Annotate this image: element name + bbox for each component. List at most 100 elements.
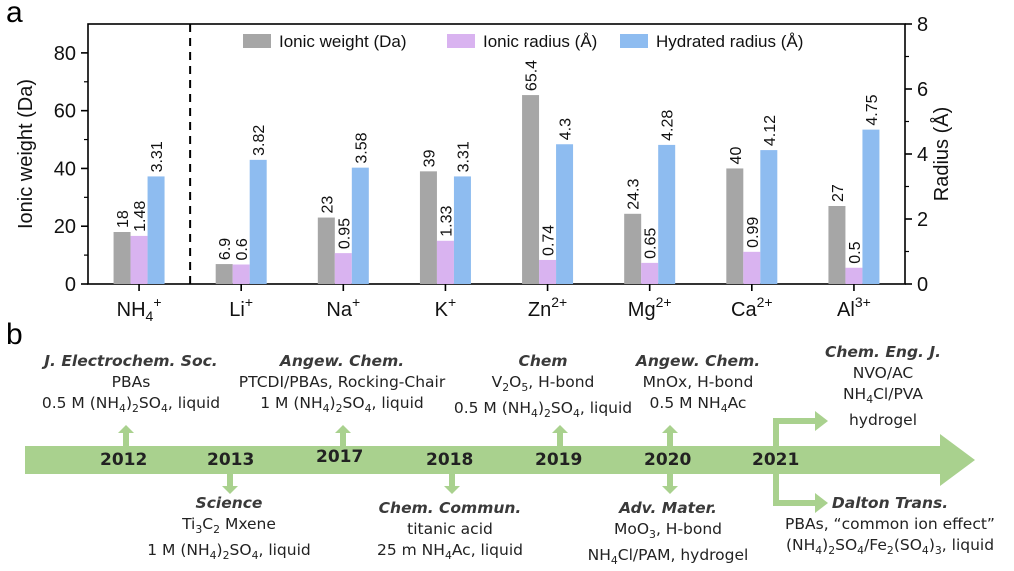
bar-hydrated-radius: [351, 167, 369, 284]
bar-value-label: 0.74: [541, 225, 558, 256]
connector-arrow: [227, 474, 233, 488]
event-line: V2O5, H-bond: [491, 373, 595, 395]
bar-value-label: 24.3: [626, 179, 643, 210]
event-journal: Chem: [518, 352, 568, 370]
panel-label-b: b: [6, 318, 23, 351]
bar-value-label: 18: [115, 210, 132, 228]
y2-tick-label: 0: [917, 274, 928, 296]
bar-ionic-radius: [539, 259, 557, 284]
bar-ionic-weight: [113, 232, 131, 284]
x-category-label: NH4+: [117, 294, 162, 324]
connector-arrow-head: [222, 486, 238, 494]
bar-value-label: 3.58: [353, 132, 370, 163]
event-line: titanic acid: [407, 520, 493, 538]
event-line: NH4Cl/PVA: [842, 385, 924, 407]
bar-value-label: 40: [728, 147, 745, 165]
bar-value-label: 3.31: [455, 141, 472, 172]
bar-value-label: 39: [421, 149, 438, 167]
connector-arrow-head: [662, 486, 678, 494]
event-2012: J. Electrochem. Soc. PBAs 0.5 M (NH4)2SO…: [0, 351, 262, 419]
bar-value-label: 4.12: [762, 115, 779, 146]
event-2020-below: Adv. Mater. MoO3, H-bond NH4Cl/PAM, hydr…: [580, 498, 756, 571]
bar-hydrated-radius: [760, 150, 778, 284]
year-label: 2017: [316, 447, 364, 467]
ion-property-bar-chart: 0 20 40 60 80 0 2 4 6 8 Ionic weight (Da) Radius (Å…: [15, 14, 953, 324]
timeline-main-arrow: [25, 434, 975, 486]
connector-arrow: [667, 431, 673, 447]
bar-value-label: 0.99: [745, 217, 762, 248]
bar-value-label: 6.9: [217, 238, 234, 260]
bar-ionic-radius: [232, 264, 250, 284]
y-tick-label: 80: [54, 43, 76, 65]
y-tick-label: 0: [65, 274, 76, 296]
year-label: 2020: [644, 450, 692, 470]
event-journal: Chem. Eng. J.: [824, 343, 941, 361]
legend-label: Hydrated radius (Å): [656, 32, 803, 51]
event-line: 0.5 M (NH4)2SO4, liquid: [41, 394, 221, 416]
event-2017: Angew. Chem. PTCDI/PBAs, Rocking-Chair 1…: [202, 351, 482, 419]
bar-hydrated-radius: [862, 129, 880, 284]
event-line: Ti3C2 Mxene: [182, 515, 276, 537]
event-line: MnOx, H-bond: [642, 373, 754, 391]
bar-hydrated-radius: [249, 159, 267, 284]
bar-ionic-radius: [334, 253, 352, 284]
event-line: PTCDI/PBAs, Rocking-Chair: [238, 373, 446, 391]
event-2013: Science Ti3C2 Mxene 1 M (NH4)2SO4, liqui…: [118, 493, 340, 566]
connector-arrow-head: [335, 425, 351, 433]
bracket-arrow-top-head: [815, 411, 828, 431]
event-line: NVO/AC: [852, 364, 914, 382]
bar-value-label: 0.65: [643, 228, 660, 259]
connector-arrow-head: [118, 425, 134, 433]
x-category-label: Li+: [229, 294, 253, 321]
bar-hydrated-radius: [658, 144, 676, 284]
bar-hydrated-radius: [147, 176, 165, 284]
event-2021-top: Chem. Eng. J. NVO/AC NH4Cl/PVA hydrogel: [808, 342, 958, 431]
bar-value-label: 3.31: [149, 141, 166, 172]
event-line: hydrogel: [848, 411, 918, 430]
event-2020: Angew. Chem. MnOx, H-bond 0.5 M NH4Ac: [618, 351, 778, 419]
bar-value-label: 23: [319, 196, 336, 214]
bar-value-label: 4.28: [660, 110, 677, 141]
y-tick-label: 20: [54, 216, 76, 238]
bar-ionic-weight: [215, 264, 233, 284]
bar-ionic-weight: [828, 206, 846, 284]
bar-ionic-weight: [726, 168, 744, 284]
connector-arrow: [123, 431, 129, 447]
bar-ionic-radius: [130, 235, 148, 284]
bracket-arrow-bottom-head: [815, 493, 828, 513]
connector-arrow: [667, 474, 673, 488]
bracket-arrow-top: [773, 418, 817, 424]
bar-ionic-weight: [317, 217, 335, 284]
bar-value-label: 27: [830, 184, 847, 202]
connector-arrow-head: [444, 486, 460, 494]
event-journal: Adv. Mater.: [619, 499, 717, 517]
bar-hydrated-radius: [453, 176, 471, 284]
event-line: 1 M (NH4)2SO4, liquid: [147, 541, 311, 563]
bar-ionic-radius: [743, 251, 761, 284]
panel-label-a: a: [6, 0, 23, 29]
bar-ionic-weight: [522, 95, 540, 284]
connector-arrow: [449, 474, 455, 488]
bar-value-label: 4.75: [864, 94, 881, 125]
bar-value-label: 1.48: [132, 201, 149, 232]
bar-value-label: 4.3: [558, 118, 575, 140]
bar-value-label: 0.95: [336, 218, 353, 249]
event-line: NH4Cl/PAM, hydrogel: [587, 546, 749, 568]
event-journal: Chem. Commun.: [378, 499, 522, 517]
legend-swatch: [447, 34, 475, 48]
y-tick-label: 40: [54, 158, 76, 180]
year-label: 2012: [100, 450, 148, 470]
event-2018: Chem. Commun. titanic acid 25 m NH4Ac, l…: [350, 498, 550, 566]
event-line: PBAs: [111, 373, 151, 391]
bar-value-label: 65.4: [524, 60, 541, 91]
bar-hydrated-radius: [556, 144, 574, 284]
event-line: MoO3, H-bond: [613, 520, 723, 542]
y2-tick-label: 6: [917, 79, 928, 101]
event-journal: Angew. Chem.: [635, 352, 761, 370]
bar-value-label: 0.5: [847, 241, 864, 263]
event-line: 0.5 M (NH4)2SO4, liquid: [453, 399, 633, 421]
event-2019: Chem V2O5, H-bond 0.5 M (NH4)2SO4, liqui…: [428, 351, 658, 424]
y2-tick-label: 8: [917, 14, 928, 36]
event-journal: Science: [195, 494, 263, 512]
